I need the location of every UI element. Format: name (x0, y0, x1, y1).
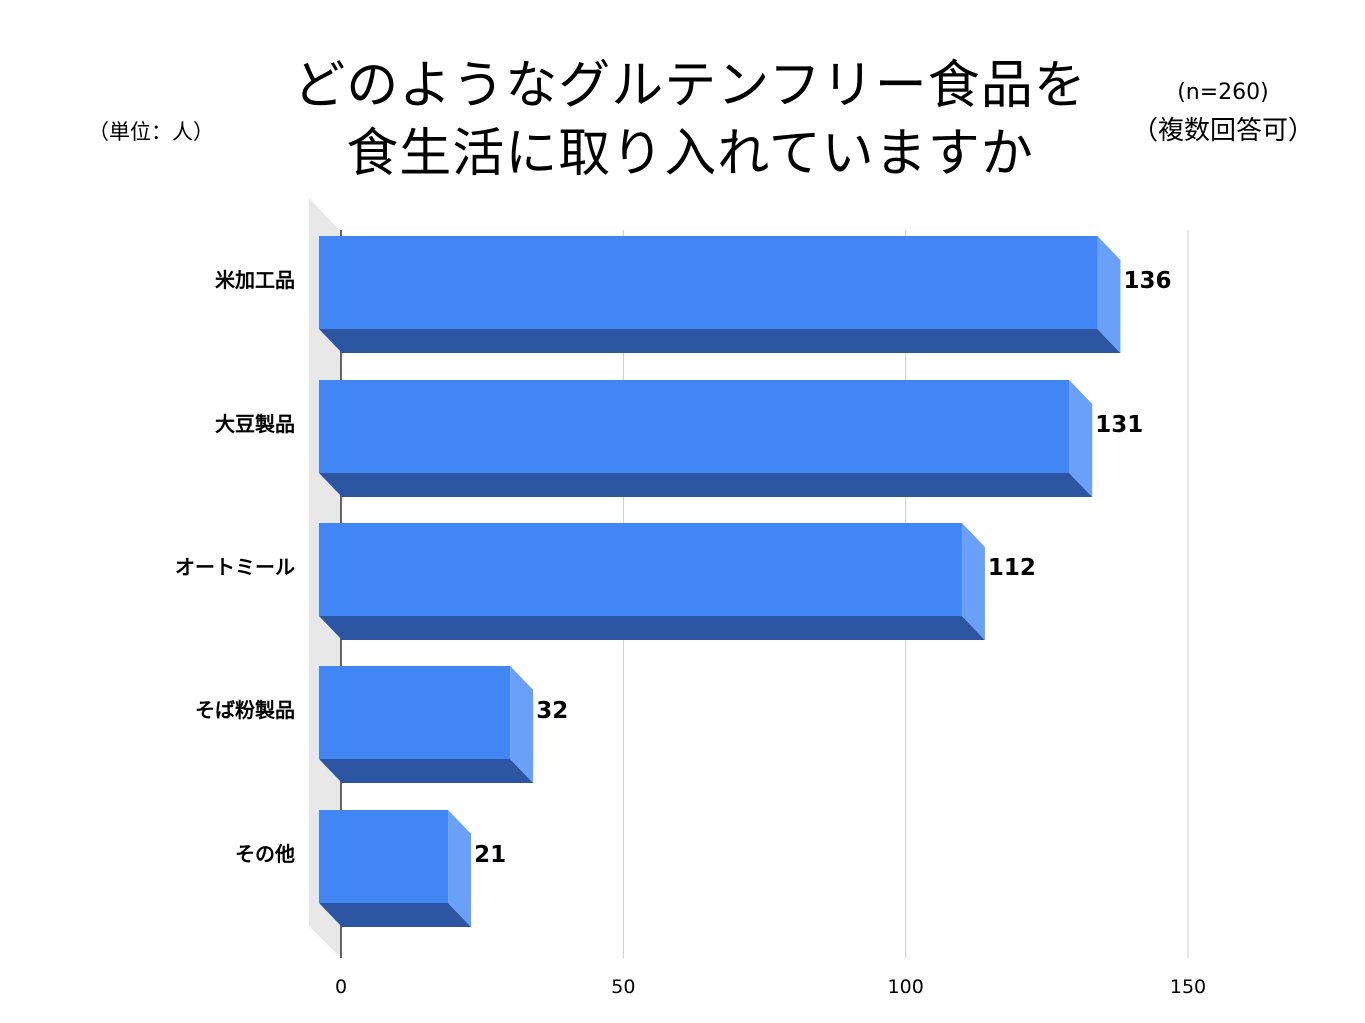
x-tick-label: 100 (888, 976, 924, 998)
bar-side-face (1069, 380, 1093, 497)
sample-note: (n=260) （複数回答可） (1118, 74, 1328, 150)
bar-bottom-face (319, 616, 985, 640)
data-label: 131 (1095, 412, 1143, 438)
category-label: その他 (235, 842, 295, 866)
bar-side-face (961, 523, 985, 640)
bar-side-face (510, 666, 534, 783)
x-tick-label: 50 (611, 976, 635, 998)
bar-side-face (1097, 236, 1121, 353)
chart-title-line-1: どのようなグルテンフリー食品を (293, 56, 1087, 116)
category-label: オートミール (175, 555, 295, 579)
bar (319, 380, 1070, 473)
bar-bottom-face (319, 759, 534, 783)
category-label: 米加工品 (215, 268, 295, 292)
multiple-answers-note: （複数回答可） (1131, 116, 1314, 146)
unit-note: （単位：人） (88, 120, 214, 144)
data-label: 32 (536, 698, 568, 724)
bar-bottom-face (319, 329, 1121, 353)
bar (319, 523, 962, 616)
x-tick-label: 0 (335, 976, 347, 998)
bar-side-face (448, 810, 472, 927)
bar (319, 666, 511, 759)
data-label: 136 (1123, 268, 1171, 294)
bar (319, 810, 449, 903)
chart-title-line-2: 食生活に取り入れていますか (346, 124, 1034, 184)
category-label: 大豆製品 (215, 412, 295, 436)
data-label: 112 (988, 555, 1036, 581)
chart-title: どのようなグルテンフリー食品を 食生活に取り入れていますか (260, 52, 1120, 188)
bar-bottom-face (319, 903, 472, 927)
category-label: そば粉製品 (195, 698, 295, 722)
data-label: 21 (474, 842, 506, 868)
sample-size: (n=260) (1177, 80, 1269, 105)
x-tick-label: 150 (1170, 976, 1206, 998)
bar-bottom-face (319, 473, 1093, 497)
bar (319, 236, 1098, 329)
